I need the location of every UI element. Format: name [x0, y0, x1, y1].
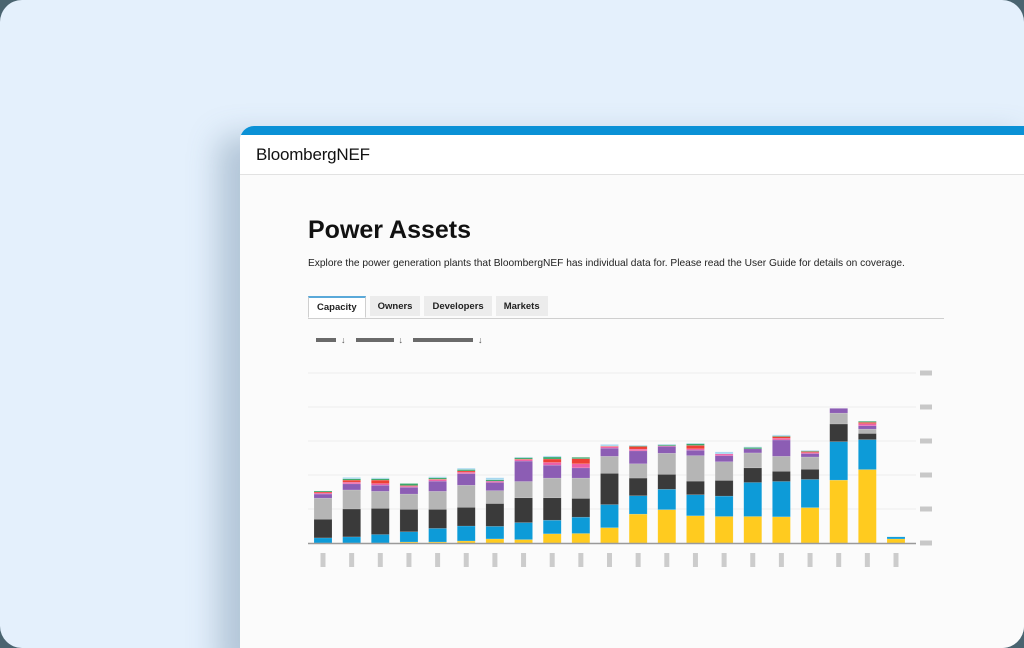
filter-label-placeholder — [355, 338, 394, 342]
page-title: Power Assets — [308, 216, 472, 244]
tab-capacity[interactable]: Capacity — [308, 296, 366, 318]
tab-markets[interactable]: Markets — [495, 296, 548, 316]
filter-dropdown-2[interactable]: ↓ — [355, 335, 404, 345]
page-description: Explore the power generation plants that… — [308, 258, 905, 269]
arrow-down-icon: ↓ — [478, 335, 483, 345]
filter-row: ↓ ↓ ↓ — [316, 335, 483, 345]
filter-label-placeholder — [413, 338, 473, 342]
top-accent-bar — [240, 126, 1024, 135]
tab-developers[interactable]: Developers — [424, 296, 492, 316]
brand-logo[interactable]: BloombergNEF — [256, 144, 370, 164]
filter-label-placeholder — [316, 338, 336, 342]
filter-dropdown-3[interactable]: ↓ — [413, 335, 483, 345]
browser-card: BloombergNEF Power Assets Explore the po… — [240, 126, 1024, 648]
arrow-down-icon: ↓ — [341, 335, 346, 345]
filter-dropdown-1[interactable]: ↓ — [316, 335, 346, 345]
site-header: BloombergNEF — [240, 135, 1024, 175]
tab-bar: Capacity Owners Developers Markets — [308, 296, 944, 319]
arrow-down-icon: ↓ — [398, 335, 404, 345]
tab-owners[interactable]: Owners — [369, 296, 421, 316]
